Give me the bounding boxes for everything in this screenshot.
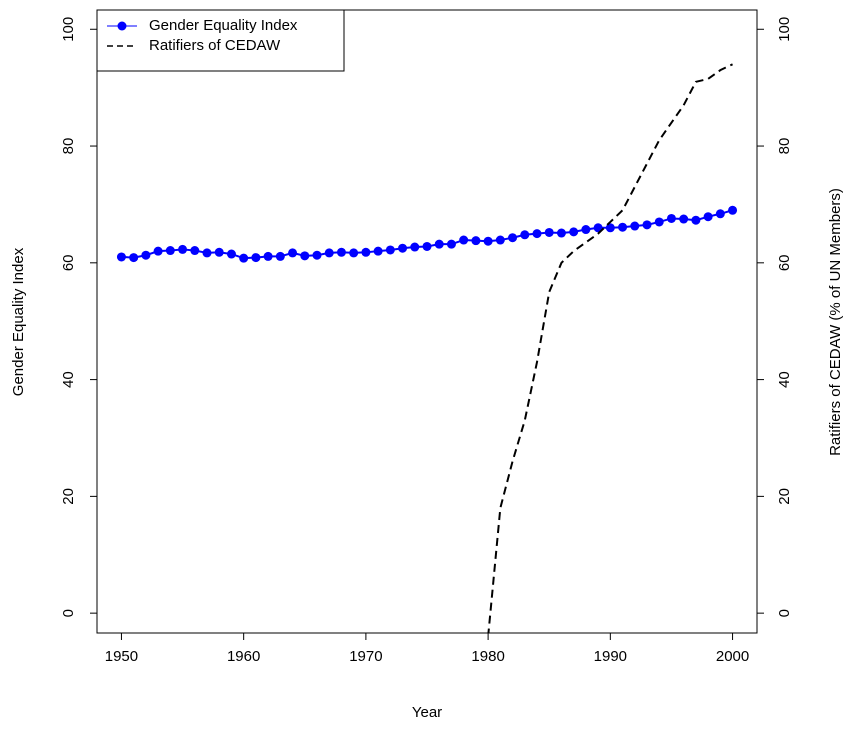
y2-tick-label: 80	[776, 138, 793, 155]
series-point	[263, 251, 273, 261]
series-point	[666, 213, 676, 223]
series-point	[239, 253, 249, 263]
x-axis-label: Year	[412, 704, 442, 721]
series-point	[728, 205, 738, 215]
x-tick-label: 1970	[349, 648, 382, 665]
series-point	[336, 247, 346, 257]
series-point	[324, 248, 334, 258]
y-tick-label: 40	[60, 371, 77, 388]
y2-tick-label: 0	[776, 609, 793, 617]
series-point	[654, 217, 664, 227]
series-point	[300, 251, 310, 261]
series-point	[275, 251, 285, 261]
series-point	[679, 214, 689, 224]
series-point	[312, 250, 322, 260]
y-tick-label: 80	[60, 138, 77, 155]
series-point	[251, 253, 261, 263]
x-tick-label: 1980	[471, 648, 504, 665]
legend-marker	[117, 21, 127, 31]
series-point	[691, 215, 701, 225]
series-line	[487, 63, 733, 633]
series-point	[446, 239, 456, 249]
series-point	[581, 225, 591, 235]
series-point	[483, 236, 493, 246]
series-point	[630, 221, 640, 231]
y2-tick-label: 60	[776, 254, 793, 271]
series-point	[410, 242, 420, 252]
y-axis-label: Gender Equality Index	[10, 247, 27, 396]
series-point	[373, 246, 383, 256]
series-point	[569, 227, 579, 237]
legend-label: Gender Equality Index	[149, 17, 298, 34]
series-point	[544, 227, 554, 237]
series-point	[703, 212, 713, 222]
y2-tick-label: 40	[776, 371, 793, 388]
series-point	[508, 233, 518, 243]
series-point	[349, 248, 359, 258]
series-point	[190, 246, 200, 256]
legend-label: Ratifiers of CEDAW	[149, 37, 281, 54]
series-point	[532, 229, 542, 239]
x-tick-label: 1950	[105, 648, 138, 665]
series-point	[214, 247, 224, 257]
series-point	[459, 235, 469, 245]
series-point	[202, 248, 212, 258]
y2-axis-label: Ratifiers of CEDAW (% of UN Members)	[827, 188, 844, 456]
y2-tick-label: 20	[776, 488, 793, 505]
series-point	[226, 249, 236, 259]
y-tick-label: 60	[60, 254, 77, 271]
series-point	[618, 222, 628, 232]
series-point	[288, 248, 298, 258]
plot-box	[96, 9, 758, 634]
y-tick-label: 0	[60, 609, 77, 617]
series-point	[141, 250, 151, 260]
series-point	[642, 220, 652, 230]
series-point	[605, 223, 615, 233]
plot-area	[116, 63, 738, 633]
y2-tick-label: 100	[776, 17, 793, 42]
series-point	[165, 246, 175, 256]
series-point	[398, 243, 408, 253]
series-point	[153, 246, 163, 256]
series-point	[385, 245, 395, 255]
y-tick-label: 100	[60, 17, 77, 42]
legend-box	[96, 9, 345, 72]
series-point	[422, 241, 432, 251]
series-point	[556, 228, 566, 238]
series-point	[178, 244, 188, 254]
x-tick-label: 1960	[227, 648, 260, 665]
series-point	[495, 235, 505, 245]
series-point	[520, 230, 530, 240]
x-tick-label: 2000	[716, 648, 749, 665]
series-point	[593, 223, 603, 233]
series-point	[471, 236, 481, 246]
series-point	[715, 209, 725, 219]
series-point	[129, 253, 139, 263]
series-point	[434, 239, 444, 249]
y-tick-label: 20	[60, 488, 77, 505]
x-tick-label: 1990	[594, 648, 627, 665]
series-point	[116, 252, 126, 262]
series-point	[361, 247, 371, 257]
